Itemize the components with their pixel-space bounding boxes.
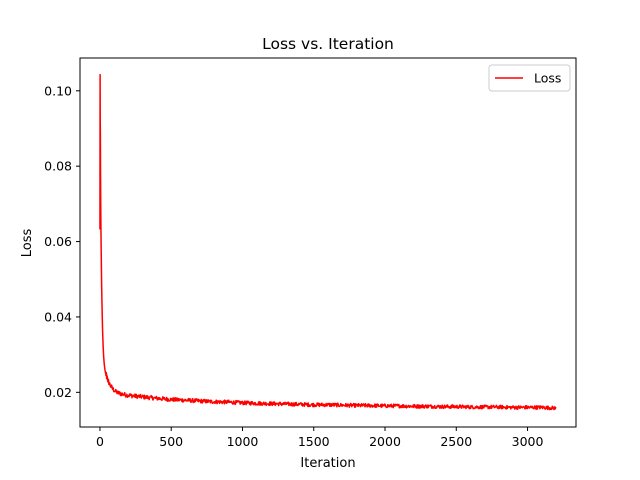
legend: Loss — [488, 64, 571, 92]
x-tick-label: 500 — [159, 434, 183, 449]
x-tick-label: 2500 — [440, 434, 472, 449]
y-axis: 0.02 0.04 0.06 0.08 0.10 — [44, 83, 80, 400]
series-layer — [99, 73, 557, 411]
chart-title: Loss vs. Iteration — [262, 35, 394, 53]
legend-box — [488, 64, 571, 92]
y-tick-label: 0.04 — [44, 309, 72, 324]
plot-area — [79, 57, 577, 428]
y-axis-label: Loss — [20, 229, 35, 258]
x-tick-label: 0 — [96, 434, 104, 449]
y-tick-label: 0.02 — [44, 385, 72, 400]
series-line-loss — [99, 73, 557, 411]
x-tick-label: 3000 — [512, 434, 544, 449]
x-tick-label: 1500 — [298, 434, 330, 449]
x-axis: 0 500 1000 1500 2000 2500 3000 — [96, 427, 544, 449]
axes-frame — [79, 57, 577, 428]
x-axis-label: Iteration — [300, 456, 355, 471]
y-tick-label: 0.08 — [44, 159, 72, 174]
x-tick-label: 1000 — [227, 434, 259, 449]
legend-label-loss: Loss — [534, 71, 561, 86]
y-tick-label: 0.10 — [44, 83, 72, 98]
x-tick-label: 2000 — [369, 434, 401, 449]
y-tick-label: 0.06 — [44, 234, 72, 249]
